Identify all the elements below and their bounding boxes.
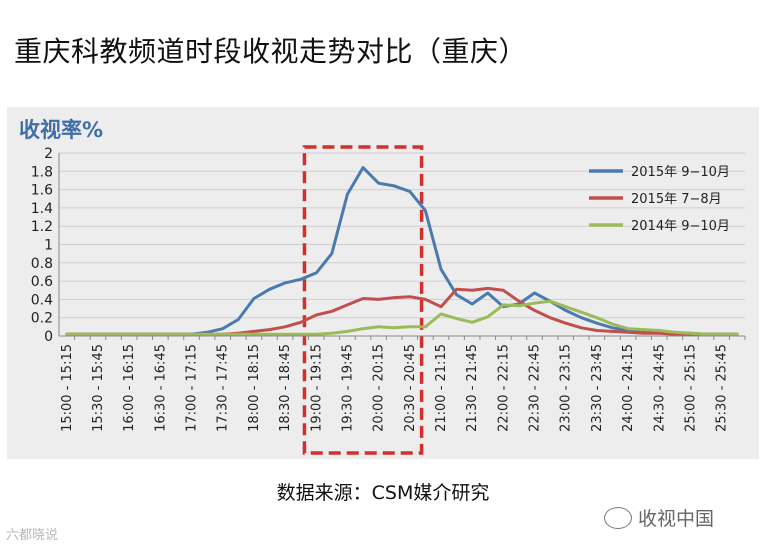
y-tick-label: 0.4 [31,292,53,308]
x-tick-label: 24:30 - 24:45 [652,344,667,432]
line-chart: 收视率% 0 0.2 0.4 0.6 0.8 1 1.2 1.4 1.6 1.8 2 15:00 - … [19,118,746,455]
y-tick-label: 0.6 [31,274,53,290]
x-tick-label: 19:30 - 19:45 [340,344,355,432]
x-tick-label: 21:00 - 21:15 [434,344,449,432]
x-tick-label: 24:00 - 24:15 [621,344,636,432]
y-axis-label: 收视率% [19,118,103,142]
x-tick-label: 20:00 - 20:15 [372,344,387,432]
watermark-corner: 六都晓说 [6,528,59,543]
y-tick-label: 2 [44,146,53,162]
source-note: 数据来源：CSM媒介研究 [276,482,490,504]
y-tick-label: 1 [44,238,53,254]
legend: 2015年 9−10月 2015年 7−8月 2014年 9−10月 [589,165,730,234]
legend-label: 2014年 9−10月 [631,219,730,234]
x-tick-label: 25:30 - 25:45 [715,344,730,432]
watermark-text: 收视中国 [638,508,715,530]
y-tick-label: 0.8 [31,256,53,272]
page-title: 重庆科教频道时段收视走势对比（重庆） [14,35,528,68]
chart-panel: 收视率% 0 0.2 0.4 0.6 0.8 1 1.2 1.4 1.6 1.8 2 15:00 - … [7,107,759,459]
x-tick-label: 19:00 - 19:15 [309,344,324,432]
legend-label: 2015年 7−8月 [631,192,722,207]
x-tick-label: 22:00 - 22:15 [496,344,511,432]
y-tick-label: 1.8 [31,164,53,180]
x-tick-label: 20:30 - 20:45 [403,344,418,432]
x-tick-label: 18:00 - 18:15 [247,344,262,432]
x-tick-label: 22:30 - 22:45 [528,344,543,432]
series-line-3 [65,299,739,336]
watermark-logo: 收视中国 [604,504,714,531]
x-tick-label: 25:00 - 25:15 [683,344,698,432]
series-lines [65,166,739,336]
y-tick-label: 0.2 [31,311,53,327]
y-tick-label: 1.4 [31,201,53,217]
wechat-icon [604,506,632,529]
x-tick-label: 23:00 - 23:15 [559,344,574,432]
axes: 0 0.2 0.4 0.6 0.8 1 1.2 1.4 1.6 1.8 2 15:00 - 15:15… [31,146,746,432]
x-tick-label: 18:30 - 18:45 [278,344,293,432]
x-tick-label: 15:00 - 15:15 [60,344,75,432]
x-tick-label: 17:30 - 17:45 [216,344,231,432]
x-tick-label: 16:00 - 16:15 [122,344,137,432]
x-tick-label: 16:30 - 16:45 [153,344,168,432]
x-tick-label: 21:30 - 21:45 [465,344,480,432]
x-tick-label: 23:30 - 23:45 [590,344,605,432]
x-tick-label: 17:00 - 17:15 [185,344,200,432]
y-tick-label: 1.2 [31,219,53,235]
y-tick-label: 1.6 [31,183,53,199]
gridlines [59,152,745,337]
legend-label: 2015年 9−10月 [631,165,730,180]
y-tick-label: 0 [44,329,53,345]
x-tick-label: 15:30 - 15:45 [91,344,106,432]
